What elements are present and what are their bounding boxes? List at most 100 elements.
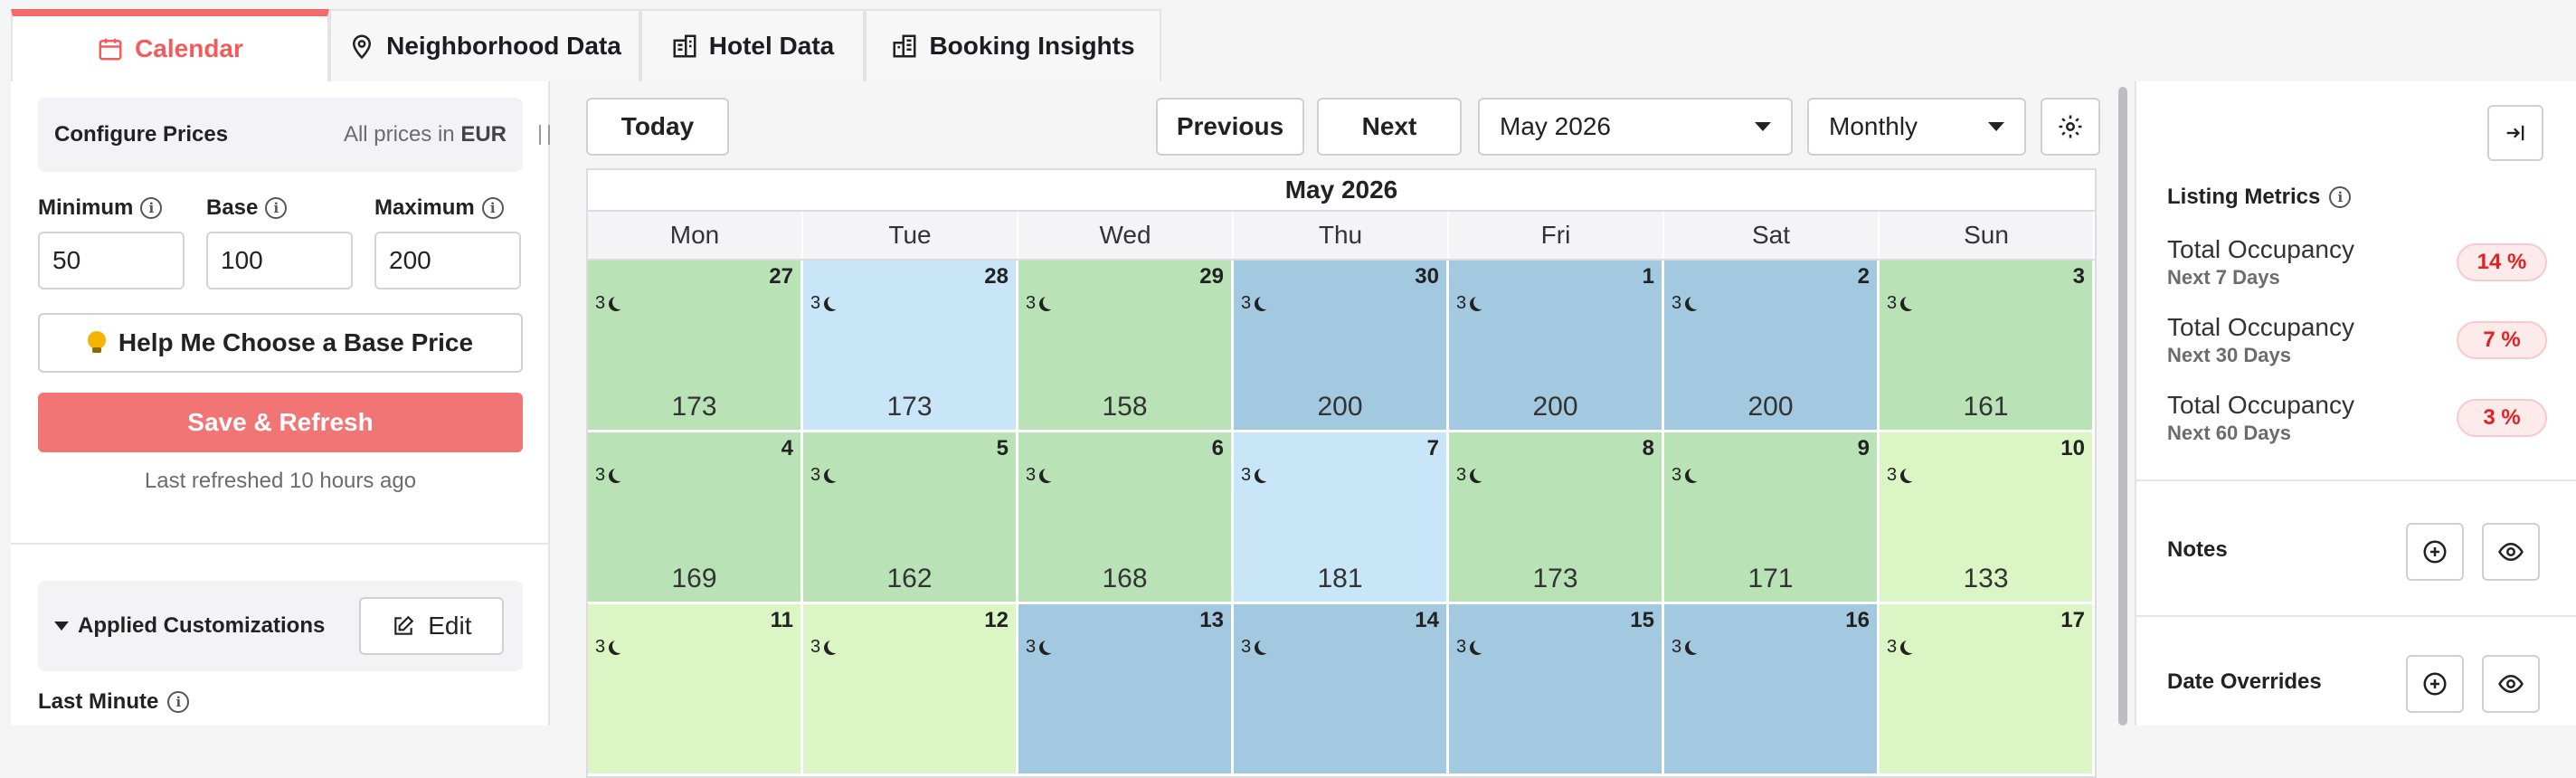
base-price-input[interactable] bbox=[206, 232, 353, 289]
calendar-day-cell[interactable]: 10 3 133 bbox=[1880, 432, 2095, 604]
day-of-week-label: Fri bbox=[1449, 212, 1664, 259]
calendar-day-cell[interactable]: 9 3 171 bbox=[1664, 432, 1880, 604]
tab-hotel-data[interactable]: Hotel Data bbox=[640, 9, 865, 81]
month-select-value: May 2026 bbox=[1500, 112, 1611, 140]
min-nights: 3 bbox=[1887, 637, 1915, 658]
min-nights: 3 bbox=[1887, 293, 1915, 314]
calendar-day-cell[interactable]: 14 3 bbox=[1234, 604, 1449, 776]
listing-metrics-title: Listing Metrics i bbox=[2167, 185, 2352, 210]
tab-booking-insights[interactable]: Booking Insights bbox=[865, 9, 1161, 81]
calendar-day-cell[interactable]: 28 3 173 bbox=[803, 261, 1018, 432]
edit-customizations-button[interactable]: Edit bbox=[359, 597, 505, 655]
month-select[interactable]: May 2026 bbox=[1478, 98, 1793, 156]
base-label-text: Base bbox=[206, 195, 259, 220]
day-number: 17 bbox=[2060, 608, 2085, 632]
add-note-button[interactable] bbox=[2406, 523, 2464, 581]
building-icon bbox=[893, 34, 916, 58]
calendar-icon bbox=[99, 38, 122, 61]
notes-title: Notes bbox=[2167, 537, 2228, 562]
calendar-day-cell[interactable]: 12 3 bbox=[803, 604, 1018, 776]
calendar-day-cell[interactable]: 6 3 168 bbox=[1018, 432, 1234, 604]
info-icon[interactable]: i bbox=[265, 197, 288, 219]
view-select[interactable]: Monthly bbox=[1807, 98, 2026, 156]
calendar-day-cell[interactable]: 11 3 bbox=[588, 604, 803, 776]
min-nights: 3 bbox=[1456, 293, 1484, 314]
calendar-week: 4 3 169 5 3 162 6 3 168 7 3 181 8 3 173 9 3 171 10 3 133 bbox=[588, 432, 2095, 604]
divider bbox=[2136, 615, 2576, 617]
calendar-day-cell[interactable]: 13 3 bbox=[1018, 604, 1234, 776]
min-nights-value: 3 bbox=[1026, 465, 1037, 485]
min-nights: 3 bbox=[1887, 465, 1915, 486]
view-notes-button[interactable] bbox=[2482, 523, 2540, 581]
base-label: Base i bbox=[206, 195, 288, 221]
configure-title: Configure Prices bbox=[54, 122, 229, 147]
view-date-overrides-button[interactable] bbox=[2482, 655, 2540, 713]
min-nights: 3 bbox=[595, 293, 623, 314]
calendar-day-cell[interactable]: 17 3 bbox=[1880, 604, 2095, 776]
day-price: 158 bbox=[1102, 392, 1148, 422]
calendar-day-cell[interactable]: 27 3 173 bbox=[588, 261, 803, 432]
metric-name: Total Occupancy bbox=[2167, 235, 2354, 263]
min-nights: 3 bbox=[1026, 293, 1054, 314]
day-price: 173 bbox=[886, 392, 933, 422]
divider bbox=[11, 543, 550, 545]
day-number: 7 bbox=[1426, 436, 1439, 460]
info-icon[interactable]: i bbox=[2329, 186, 2352, 208]
day-number: 11 bbox=[770, 608, 793, 632]
calendar-day-cell[interactable]: 30 3 200 bbox=[1234, 261, 1449, 432]
next-button[interactable]: Next bbox=[1317, 98, 1462, 156]
plus-circle-icon bbox=[2423, 672, 2447, 696]
day-price: 133 bbox=[1963, 564, 2009, 593]
add-date-override-button[interactable] bbox=[2406, 655, 2464, 713]
maximum-price-input[interactable] bbox=[374, 232, 521, 289]
min-nights: 3 bbox=[1456, 637, 1484, 658]
minimum-price-input[interactable] bbox=[38, 232, 185, 289]
calendar-day-cell[interactable]: 8 3 173 bbox=[1449, 432, 1664, 604]
metric-badge: 14 % bbox=[2457, 243, 2547, 281]
help-choose-base-price-button[interactable]: Help Me Choose a Base Price bbox=[38, 313, 523, 373]
calendar-day-cell[interactable]: 4 3 169 bbox=[588, 432, 803, 604]
calendar-day-cell[interactable]: 16 3 bbox=[1664, 604, 1880, 776]
calendar-day-cell[interactable]: 2 3 200 bbox=[1664, 261, 1880, 432]
info-icon[interactable]: i bbox=[140, 197, 163, 219]
calendar-scrollbar[interactable] bbox=[2118, 87, 2127, 726]
metric-name: Total Occupancy bbox=[2167, 313, 2354, 341]
today-button[interactable]: Today bbox=[586, 98, 729, 156]
day-price: 161 bbox=[1963, 392, 2009, 422]
day-price: 162 bbox=[886, 564, 933, 593]
tab-booking-label: Booking Insights bbox=[929, 32, 1135, 60]
customizations-toggle[interactable]: Applied Customizations bbox=[54, 613, 325, 639]
previous-button[interactable]: Previous bbox=[1156, 98, 1304, 156]
tab-calendar[interactable]: Calendar bbox=[11, 9, 329, 81]
info-icon[interactable]: i bbox=[481, 197, 504, 219]
map-pin-icon bbox=[353, 34, 372, 60]
calendar-day-cell[interactable]: 3 3 161 bbox=[1880, 261, 2095, 432]
maximum-label-text: Maximum bbox=[374, 195, 475, 220]
calendar-day-cell[interactable]: 7 3 181 bbox=[1234, 432, 1449, 604]
collapse-sidebar-button[interactable] bbox=[2487, 105, 2543, 161]
edit-button-label: Edit bbox=[428, 612, 472, 640]
tab-neighborhood-data[interactable]: Neighborhood Data bbox=[329, 9, 640, 81]
moon-icon bbox=[612, 467, 627, 481]
min-nights: 3 bbox=[595, 465, 623, 486]
left-resize-handle[interactable] bbox=[539, 125, 557, 145]
calendar-settings-button[interactable] bbox=[2041, 98, 2100, 156]
calendar-day-cell[interactable]: 15 3 bbox=[1449, 604, 1664, 776]
min-nights-value: 3 bbox=[1456, 293, 1467, 313]
last-minute-label: Last Minute i bbox=[38, 689, 190, 715]
min-nights-value: 3 bbox=[1887, 637, 1898, 657]
save-refresh-button[interactable]: Save & Refresh bbox=[38, 393, 523, 452]
day-number: 6 bbox=[1211, 436, 1224, 460]
min-nights: 3 bbox=[1672, 293, 1700, 314]
min-nights: 3 bbox=[810, 293, 838, 314]
calendar-day-cell[interactable]: 5 3 162 bbox=[803, 432, 1018, 604]
min-nights-value: 3 bbox=[1672, 293, 1682, 313]
moon-icon bbox=[1473, 467, 1488, 481]
min-nights: 3 bbox=[1026, 637, 1054, 658]
calendar-day-cell[interactable]: 29 3 158 bbox=[1018, 261, 1234, 432]
calendar-day-cell[interactable]: 1 3 200 bbox=[1449, 261, 1664, 432]
day-of-week-label: Tue bbox=[803, 212, 1018, 259]
info-icon[interactable]: i bbox=[167, 691, 190, 713]
moon-icon bbox=[612, 295, 627, 309]
min-nights-value: 3 bbox=[1456, 465, 1467, 485]
